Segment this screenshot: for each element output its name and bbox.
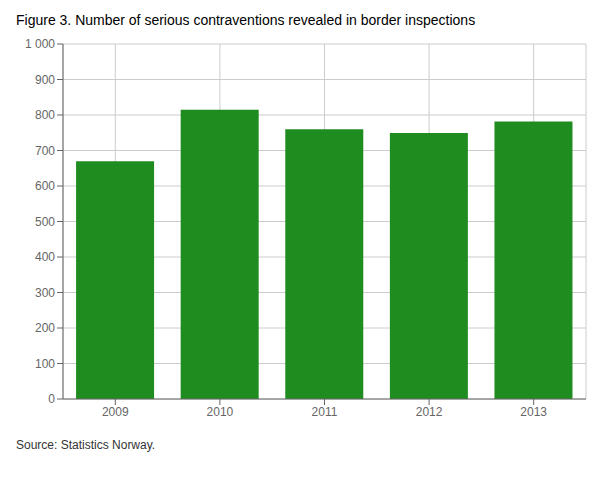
svg-text:2012: 2012 — [416, 405, 443, 419]
svg-text:400: 400 — [35, 250, 55, 264]
html-text:Figure 3. Number of serious co: Figure 3. Number of serious contraventio… — [16, 12, 476, 28]
svg-text:500: 500 — [35, 215, 55, 229]
svg-text:0: 0 — [48, 392, 55, 406]
svg-text:100: 100 — [35, 357, 55, 371]
svg-text:200: 200 — [35, 321, 55, 335]
html-text:Source: Statistics Norway.: Source: Statistics Norway. — [16, 438, 156, 452]
svg-text:700: 700 — [35, 144, 55, 158]
svg-text:2011: 2011 — [312, 405, 338, 419]
svg-text:2013: 2013 — [520, 405, 547, 419]
svg-text:900: 900 — [35, 73, 55, 87]
svg-text:1 000: 1 000 — [25, 37, 55, 51]
svg-text:300: 300 — [35, 286, 55, 300]
svg-text:2010: 2010 — [207, 405, 234, 419]
svg-text:600: 600 — [35, 179, 55, 193]
svg-text:2009: 2009 — [102, 405, 129, 419]
svg-text:800: 800 — [35, 108, 55, 122]
